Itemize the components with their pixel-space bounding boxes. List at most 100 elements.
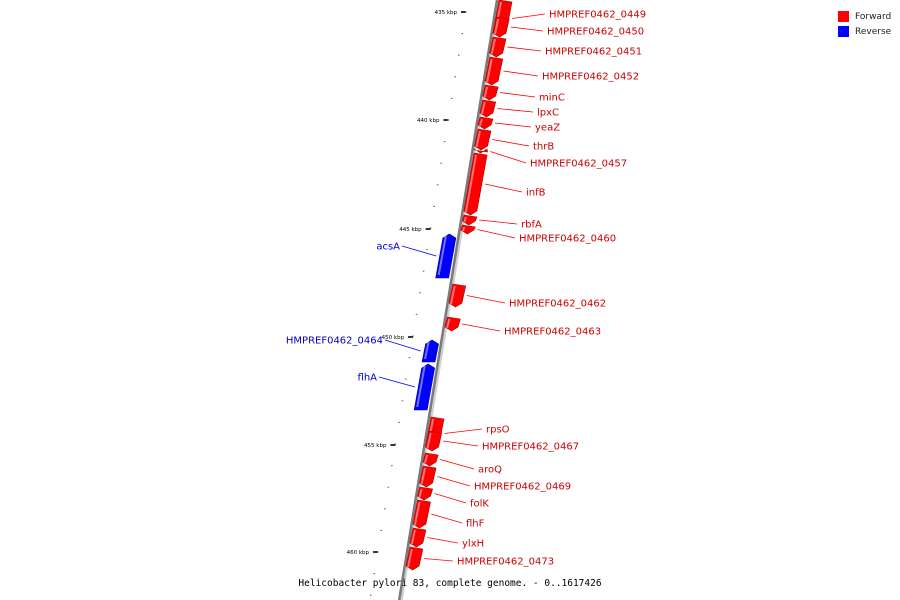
- gene-label[interactable]: lpxC: [537, 108, 559, 119]
- gene-label[interactable]: HMPREF0462_0463: [504, 327, 601, 338]
- gene-arrow[interactable]: [419, 465, 437, 488]
- gene-flhF[interactable]: [412, 499, 431, 529]
- gene-label[interactable]: flhA: [358, 373, 378, 384]
- gene-highlight: [410, 529, 416, 545]
- label-leader: [499, 92, 536, 98]
- gene-minC[interactable]: [482, 84, 499, 101]
- gene-label[interactable]: HMPREF0462_0467: [482, 442, 579, 453]
- gene-arrow[interactable]: [412, 499, 431, 529]
- gene-arrow[interactable]: [409, 527, 427, 548]
- scale-tick-label: 440 kbp: [417, 118, 440, 124]
- scale-tick-label: 435 kbp: [435, 10, 458, 16]
- gene-arrow[interactable]: [484, 56, 504, 86]
- gene-infB[interactable]: [463, 152, 488, 216]
- gene-HMPREF0462_0457[interactable]: [473, 148, 488, 154]
- label-leader: [462, 323, 501, 332]
- gene-highlight: [426, 432, 432, 449]
- label-leader: [503, 70, 539, 77]
- gene-arrow[interactable]: [477, 116, 494, 130]
- label-leader: [492, 139, 530, 147]
- gene-label[interactable]: HMPREF0462_0450: [547, 27, 644, 38]
- gene-HMPREF0462_0464[interactable]: [421, 339, 439, 363]
- gene-flhA[interactable]: [413, 363, 435, 411]
- gene-arrow[interactable]: [421, 339, 439, 363]
- gene-yeaZ[interactable]: [477, 116, 494, 130]
- label-leader: [401, 245, 437, 257]
- gene-arrow[interactable]: [444, 316, 461, 332]
- gene-HMPREF0462_0462[interactable]: [448, 283, 467, 308]
- label-leader: [490, 151, 527, 164]
- label-leader: [479, 219, 518, 225]
- gene-HMPREF0462_0460[interactable]: [460, 224, 476, 235]
- gene-label[interactable]: HMPREF0462_0464: [286, 336, 383, 347]
- gene-label[interactable]: folK: [470, 499, 489, 510]
- gene-HMPREF0462_0473[interactable]: [405, 546, 424, 571]
- label-leader: [427, 537, 459, 544]
- gene-ylxH[interactable]: [409, 527, 427, 548]
- gene-thrB[interactable]: [474, 128, 492, 151]
- gene-HMPREF0462_0469[interactable]: [419, 465, 437, 488]
- label-leader: [497, 108, 534, 113]
- gene-acsA[interactable]: [435, 233, 457, 279]
- gene-arrow[interactable]: [435, 233, 457, 279]
- gene-label[interactable]: HMPREF0462_0457: [530, 159, 627, 170]
- gene-label[interactable]: rbfA: [521, 220, 542, 231]
- gene-highlight: [493, 18, 500, 35]
- gene-label[interactable]: HMPREF0462_0451: [545, 47, 642, 58]
- gene-label[interactable]: HMPREF0462_0462: [509, 299, 606, 310]
- gene-HMPREF0462_0451[interactable]: [489, 36, 507, 58]
- gene-arrow[interactable]: [474, 128, 492, 151]
- gene-HMPREF0462_0452[interactable]: [484, 56, 504, 86]
- gene-arrow[interactable]: [489, 36, 507, 58]
- gene-HMPREF0462_0463[interactable]: [444, 316, 461, 332]
- gene-arrow[interactable]: [448, 283, 467, 308]
- gene-arrow[interactable]: [463, 152, 488, 216]
- label-leader: [434, 493, 467, 504]
- gene-HMPREF0462_0467[interactable]: [425, 430, 443, 452]
- gene-arrow[interactable]: [482, 84, 499, 101]
- gene-arrow[interactable]: [405, 546, 424, 571]
- label-leader: [507, 46, 542, 52]
- gene-arrow[interactable]: [479, 99, 497, 118]
- gene-highlight: [413, 501, 421, 526]
- gene-arrow[interactable]: [425, 430, 443, 452]
- gene-label[interactable]: HMPREF0462_0449: [549, 10, 646, 21]
- label-leader: [444, 428, 483, 434]
- gene-label[interactable]: flhF: [466, 519, 485, 530]
- gene-rbfA[interactable]: [461, 214, 478, 226]
- gene-arrow[interactable]: [460, 224, 476, 235]
- gene-labels: HMPREF0462_0449 HMPREF0462_0450 HMPREF0462…: [286, 10, 646, 568]
- gene-arrow[interactable]: [413, 363, 435, 411]
- gene-highlight: [464, 154, 478, 213]
- gene-arrow[interactable]: [461, 214, 478, 226]
- gene-lpxC[interactable]: [479, 99, 497, 118]
- gene-label[interactable]: HMPREF0462_0452: [542, 72, 639, 83]
- label-leader: [466, 295, 506, 304]
- gene-label[interactable]: rpsO: [486, 425, 510, 436]
- gene-arrow[interactable]: [422, 452, 439, 467]
- gene-aroQ[interactable]: [422, 452, 439, 467]
- gene-highlight: [483, 86, 489, 98]
- gene-label[interactable]: thrB: [533, 142, 554, 153]
- gene-arrow[interactable]: [473, 148, 488, 154]
- gene-label[interactable]: HMPREF0462_0460: [519, 234, 616, 245]
- gene-label[interactable]: ylxH: [462, 539, 484, 550]
- scale-tick-label: 445 kbp: [399, 227, 422, 233]
- label-leader: [510, 26, 544, 32]
- caption-text: Helicobacter pylori 83, complete genome.…: [298, 578, 602, 589]
- gene-arrow[interactable]: [492, 16, 510, 38]
- scale-tick-label: 460 kbp: [347, 550, 370, 556]
- gene-label[interactable]: infB: [526, 188, 546, 199]
- gene-highlight: [449, 285, 456, 305]
- gene-arrow[interactable]: [417, 486, 434, 501]
- gene-folK[interactable]: [417, 486, 434, 501]
- gene-HMPREF0462_0450[interactable]: [492, 16, 510, 38]
- gene-highlight: [407, 548, 413, 568]
- gene-label[interactable]: acsA: [376, 242, 400, 253]
- gene-label[interactable]: yeaZ: [535, 123, 560, 134]
- gene-label[interactable]: HMPREF0462_0469: [474, 482, 571, 493]
- gene-highlight: [479, 118, 483, 127]
- gene-label[interactable]: minC: [539, 93, 565, 104]
- gene-label[interactable]: HMPREF0462_0473: [457, 557, 554, 568]
- gene-label[interactable]: aroQ: [478, 465, 502, 476]
